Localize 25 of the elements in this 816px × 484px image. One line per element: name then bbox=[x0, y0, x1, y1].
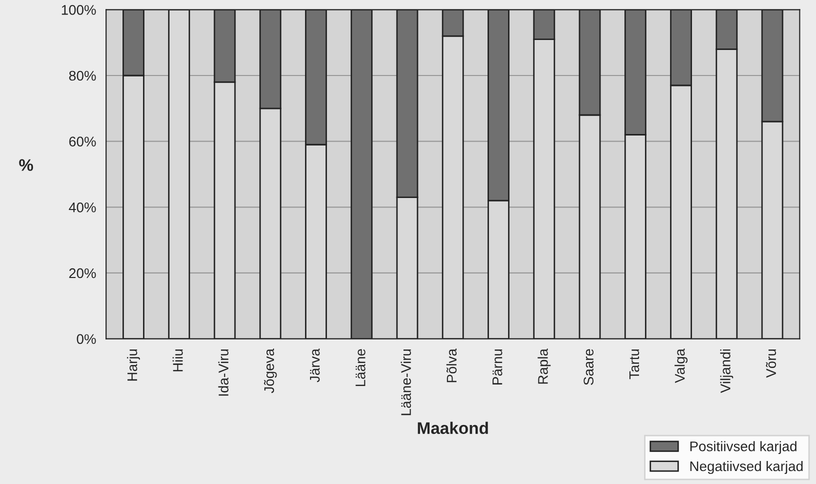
x-tick-label: Harju bbox=[126, 349, 140, 381]
x-tick-label: Ida-Viru bbox=[218, 349, 228, 396]
x-tick-label: Järva bbox=[310, 348, 320, 382]
x-tick-label: Valga bbox=[674, 348, 688, 383]
y-axis-title: % bbox=[19, 159, 34, 171]
x-tick-label: Pärnu bbox=[492, 349, 502, 384]
x-tick-label: Tartu bbox=[629, 349, 640, 380]
legend-label: Negatiivsed karjad bbox=[690, 460, 803, 474]
x-tick-label: Põlva bbox=[446, 348, 457, 382]
x-tick-label: Lääne bbox=[356, 349, 366, 386]
x-axis-title: Maakond bbox=[418, 422, 488, 434]
legend-label: Positiivsed karjad bbox=[690, 441, 796, 454]
x-tick-label: Võru bbox=[766, 349, 776, 378]
x-tick-label: Rapla bbox=[538, 348, 551, 384]
x-tick-label: Saare bbox=[584, 349, 594, 385]
y-tick-label: 60% bbox=[69, 136, 96, 146]
x-tick-label: Viljandi bbox=[720, 349, 734, 393]
y-tick-label: 20% bbox=[69, 268, 96, 278]
y-tick-label: 80% bbox=[69, 70, 96, 81]
x-tick-label: Lääne-Viru bbox=[400, 349, 411, 416]
y-tick-label: 0% bbox=[76, 334, 96, 344]
y-tick-label: 40% bbox=[68, 202, 96, 212]
x-tick-label: Jõgeva bbox=[264, 348, 277, 394]
y-tick-label: 100% bbox=[62, 5, 96, 15]
x-tick-label: Hiiu bbox=[172, 349, 183, 372]
